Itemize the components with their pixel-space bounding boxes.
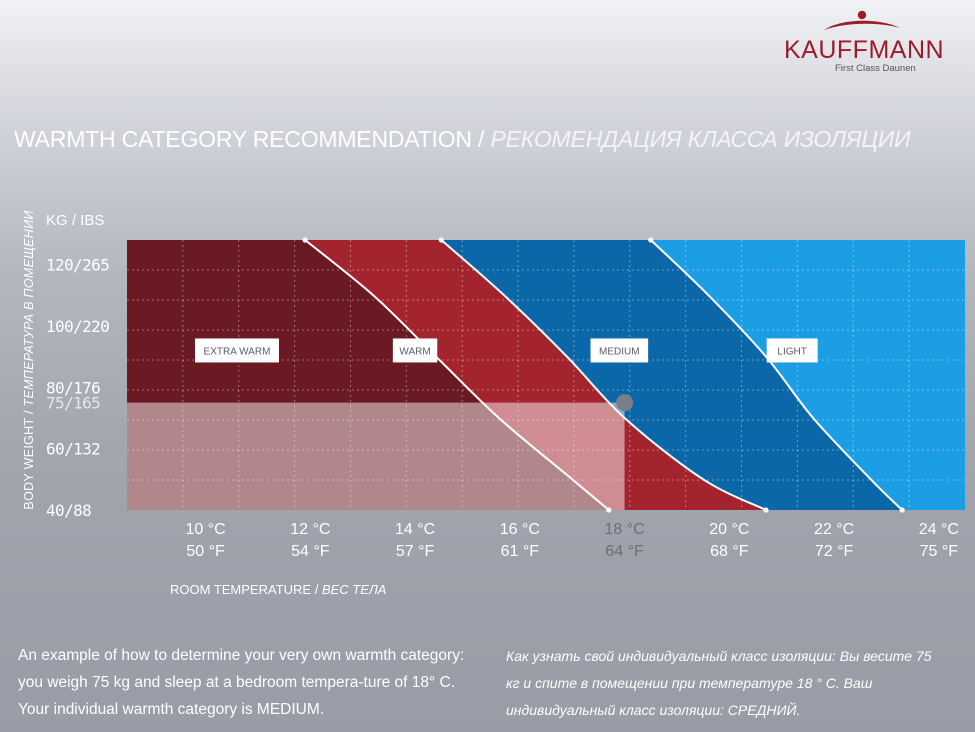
category-label-box <box>392 338 438 363</box>
x-tick-label-celsius: 14 °C <box>395 521 435 538</box>
x-tick-label-celsius: 24 °C <box>919 521 959 538</box>
y-tick-label: 120/265 <box>46 256 109 275</box>
x-tick-label-celsius: 10 °C <box>185 521 225 538</box>
boundary-warm-medium <box>440 240 767 510</box>
category-label-text: EXTRA WARM <box>204 346 271 357</box>
y-tick-label: 60/132 <box>46 440 100 459</box>
boundary-medium-light <box>650 240 903 510</box>
example-highlight-area <box>127 402 625 510</box>
brand-tagline: First Class Daunen <box>835 63 916 74</box>
boundary-extra-warm-warm <box>304 240 610 510</box>
x-tick-label-celsius: 18 °C <box>604 521 644 538</box>
y-tick-label: 40/88 <box>46 501 91 520</box>
category-label-box <box>590 338 649 363</box>
category-label-text: MEDIUM <box>599 346 640 357</box>
category-label: EXTRA WARM <box>194 338 279 363</box>
x-axis-title-ru: ВЕС ТЕЛА <box>321 582 387 597</box>
x-tick-label-fahrenheit: 50 °F <box>186 543 225 560</box>
brand-name: KAUFFMANN <box>784 36 945 64</box>
title-ru: РЕКОМЕНДАЦИЯ КЛАССА ИЗОЛЯЦИИ <box>490 126 911 152</box>
boundary-bottom-dot <box>899 507 905 513</box>
warmth-chart: EXTRA WARM WARM MEDIUM LIGHT KG / IBS 40/88 60… <box>46 212 965 560</box>
category-label-box <box>766 338 818 363</box>
region-extra-warm <box>127 240 609 510</box>
plot-area <box>127 240 965 510</box>
x-tick-label-fahrenheit: 72 °F <box>815 543 854 560</box>
x-axis-title: ROOM TEMPERATURE / ВЕС ТЕЛА <box>170 582 386 597</box>
caption-english: An example of how to determine your very… <box>18 647 465 718</box>
y-axis-unit-label: KG / IBS <box>46 212 104 229</box>
category-label: WARM <box>392 338 438 363</box>
x-tick-label-fahrenheit: 64 °F <box>605 543 644 560</box>
boundary-bottom-dot <box>606 507 612 513</box>
page-title: WARMTH CATEGORY RECOMMENDATION / РЕКОМЕН… <box>14 126 911 153</box>
boundary-top-dot <box>302 237 308 243</box>
example-point <box>616 394 634 412</box>
category-label: LIGHT <box>766 338 818 363</box>
y-tick-label: 75/165 <box>46 394 100 413</box>
y-tick-label: 80/176 <box>46 378 100 397</box>
x-axis-title-en: ROOM TEMPERATURE / <box>170 582 319 597</box>
category-label-text: WARM <box>399 346 430 357</box>
x-tick-label-celsius: 22 °C <box>814 521 854 538</box>
x-tick-label-fahrenheit: 61 °F <box>501 543 540 560</box>
logo-swoosh-icon <box>824 10 900 30</box>
x-tick-label-fahrenheit: 75 °F <box>920 543 959 560</box>
x-tick-label-fahrenheit: 57 °F <box>396 543 435 560</box>
x-tick-label-fahrenheit: 68 °F <box>710 543 749 560</box>
x-tick-label-celsius: 20 °C <box>709 521 749 538</box>
category-label-box <box>194 338 279 363</box>
boundary-top-dot <box>648 237 654 243</box>
y-tick-label: 100/220 <box>46 317 109 336</box>
x-tick-label-celsius: 12 °C <box>290 521 330 538</box>
boundary-bottom-dot <box>763 507 769 513</box>
boundary-top-dot <box>438 237 444 243</box>
x-tick-label-celsius: 16 °C <box>500 521 540 538</box>
caption-russian: Как узнать свой индивидуальный класс изо… <box>506 648 932 718</box>
category-label: MEDIUM <box>590 338 649 363</box>
title-en: WARMTH CATEGORY RECOMMENDATION / <box>14 126 485 152</box>
brand-logo: KAUFFMANN First Class Daunen <box>780 6 970 76</box>
category-label-text: LIGHT <box>777 346 806 357</box>
x-tick-label-fahrenheit: 54 °F <box>291 543 330 560</box>
